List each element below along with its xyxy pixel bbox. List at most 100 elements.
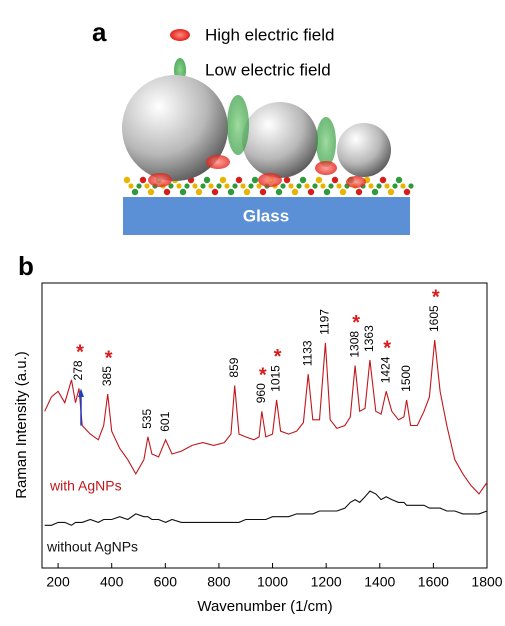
molecule-atom	[212, 189, 218, 195]
panel-label: a	[92, 17, 107, 47]
peak-label: 601	[158, 411, 172, 431]
molecule-atom	[260, 189, 266, 195]
molecule-atom	[296, 183, 301, 188]
field-low	[316, 117, 336, 167]
molecule-atom	[216, 183, 221, 188]
molecule-atom	[308, 189, 314, 195]
series-label: with AgNPs	[49, 478, 122, 494]
molecule-atom	[224, 183, 229, 188]
molecule-atom	[408, 183, 413, 188]
molecule-atom	[200, 183, 205, 188]
x-tick-label: 200	[46, 574, 70, 590]
x-tick-label: 1000	[257, 574, 288, 590]
x-tick-label: 1600	[418, 574, 449, 590]
molecule-atom	[184, 183, 189, 188]
peak-marker: *	[105, 347, 113, 369]
molecule-atom	[376, 183, 381, 188]
molecule-atom	[124, 177, 130, 183]
molecule-atom	[276, 189, 282, 195]
molecule-atom	[280, 183, 285, 188]
molecule-atom	[240, 183, 245, 188]
molecule-atom	[148, 189, 154, 195]
field-low	[227, 95, 249, 155]
molecule-atom	[372, 189, 378, 195]
page: a High electric field Low electric field…	[0, 0, 505, 626]
x-axis-label: Wavenumber (1/cm)	[197, 598, 332, 615]
molecule-atom	[396, 177, 402, 183]
molecule-atom	[204, 177, 210, 183]
legend-text: High electric field	[205, 25, 334, 44]
x-tick-label: 800	[207, 574, 231, 590]
field-high	[206, 155, 230, 169]
field-high	[315, 161, 337, 175]
molecule-atom	[320, 183, 325, 188]
peak-marker: *	[259, 365, 267, 387]
x-tick-label: 600	[154, 574, 178, 590]
molecule-atom	[380, 177, 386, 183]
molecule-atom	[192, 183, 197, 188]
peak-label: 859	[227, 357, 241, 377]
peak-marker: *	[432, 286, 440, 308]
nanoparticle	[242, 102, 318, 178]
peak-label: 535	[140, 409, 154, 429]
molecule-atom	[300, 177, 306, 183]
molecule-atom	[236, 177, 242, 183]
molecule-atom	[220, 177, 226, 183]
molecule-atom	[368, 183, 373, 188]
molecule-atom	[248, 183, 253, 188]
molecule-atom	[284, 177, 290, 183]
molecule-atom	[180, 189, 186, 195]
nanoparticle	[337, 123, 391, 177]
legend-icon	[170, 29, 190, 41]
substrate-label: Glass	[243, 206, 289, 225]
x-tick-label: 1400	[364, 574, 395, 590]
molecule-atom	[140, 177, 146, 183]
molecule-atom	[132, 189, 138, 195]
field-high	[148, 173, 172, 187]
molecule-atom	[404, 189, 410, 195]
molecule-atom	[292, 189, 298, 195]
x-tick-label: 1800	[471, 574, 502, 590]
molecule-atom	[244, 189, 250, 195]
peak-label: 1363	[362, 325, 376, 352]
molecule-atom	[388, 189, 394, 195]
peak-label: 1605	[427, 305, 441, 332]
molecule-atom	[144, 183, 149, 188]
molecule-atom	[400, 183, 405, 188]
molecule-atom	[328, 183, 333, 188]
legend-text: Low electric field	[205, 60, 331, 79]
peak-label: 1424	[378, 356, 392, 383]
molecule-atom	[196, 189, 202, 195]
peak-label: 1197	[318, 309, 332, 335]
molecule-atom	[336, 183, 341, 188]
x-tick-label: 400	[100, 574, 124, 590]
peak-label: 1015	[269, 365, 283, 392]
molecule-atom	[340, 189, 346, 195]
molecule-atom	[232, 183, 237, 188]
molecule-atom	[252, 177, 258, 183]
peak-marker: *	[76, 342, 84, 364]
field-high	[258, 173, 282, 187]
molecule-atom	[384, 183, 389, 188]
molecule-atom	[136, 183, 141, 188]
molecule-atom	[228, 189, 234, 195]
peak-marker: *	[274, 346, 282, 368]
molecule-atom	[208, 183, 213, 188]
molecule-atom	[332, 177, 338, 183]
series-label: without AgNPs	[46, 539, 138, 555]
spectrum-line	[45, 491, 487, 525]
figure: a High electric field Low electric field…	[0, 0, 505, 626]
molecule-atom	[128, 183, 133, 188]
molecule-atom	[176, 183, 181, 188]
field-high	[346, 176, 366, 188]
peak-marker: *	[383, 338, 391, 360]
x-tick-label: 1200	[311, 574, 342, 590]
panel-label: b	[18, 251, 34, 281]
molecule-atom	[324, 189, 330, 195]
molecule-atom	[316, 177, 322, 183]
y-axis-label: Raman Intensity (a.u.)	[13, 351, 30, 499]
molecule-atom	[164, 189, 170, 195]
peak-label: 1133	[300, 340, 314, 366]
peak-label: 1308	[347, 331, 361, 358]
molecule-atom	[288, 183, 293, 188]
